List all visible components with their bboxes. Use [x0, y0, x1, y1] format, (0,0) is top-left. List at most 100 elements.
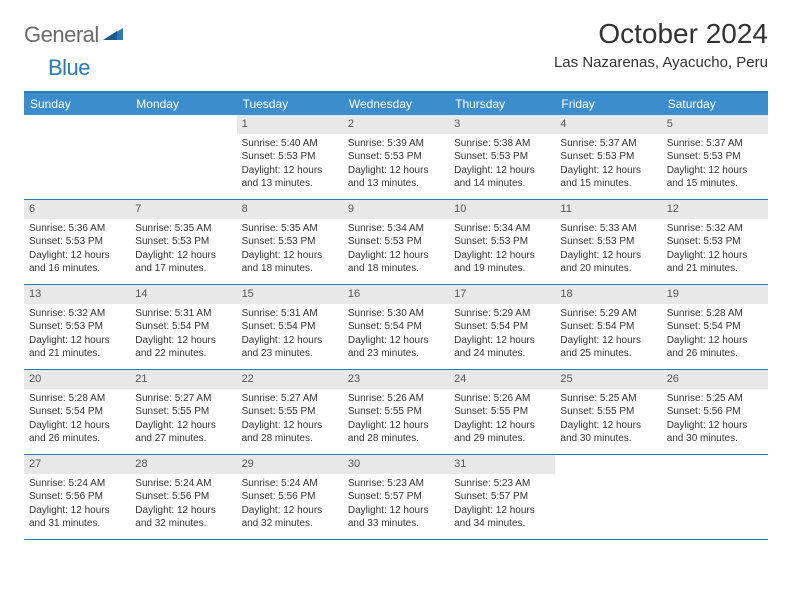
- sunrise-text: Sunrise: 5:34 AM: [454, 222, 550, 236]
- sunrise-text: Sunrise: 5:37 AM: [667, 137, 763, 151]
- sunrise-text: Sunrise: 5:29 AM: [454, 307, 550, 321]
- sunrise-text: Sunrise: 5:28 AM: [29, 392, 125, 406]
- dow-friday: Friday: [555, 93, 661, 115]
- day-cell: 24Sunrise: 5:26 AMSunset: 5:55 PMDayligh…: [449, 370, 555, 454]
- daylight-text: Daylight: 12 hours and 16 minutes.: [29, 249, 125, 276]
- day-cell: 30Sunrise: 5:23 AMSunset: 5:57 PMDayligh…: [343, 455, 449, 539]
- day-cell: [555, 455, 661, 539]
- day-cell: 25Sunrise: 5:25 AMSunset: 5:55 PMDayligh…: [555, 370, 661, 454]
- daylight-text: Daylight: 12 hours and 30 minutes.: [560, 419, 656, 446]
- daylight-text: Daylight: 12 hours and 29 minutes.: [454, 419, 550, 446]
- sunrise-text: Sunrise: 5:36 AM: [29, 222, 125, 236]
- day-body: Sunrise: 5:24 AMSunset: 5:56 PMDaylight:…: [237, 474, 343, 537]
- dow-thursday: Thursday: [449, 93, 555, 115]
- sunrise-text: Sunrise: 5:32 AM: [667, 222, 763, 236]
- sunset-text: Sunset: 5:54 PM: [135, 320, 231, 334]
- day-number: 22: [237, 370, 343, 389]
- day-number: 26: [662, 370, 768, 389]
- sunset-text: Sunset: 5:55 PM: [135, 405, 231, 419]
- sunset-text: Sunset: 5:53 PM: [29, 320, 125, 334]
- day-body: Sunrise: 5:23 AMSunset: 5:57 PMDaylight:…: [449, 474, 555, 537]
- daylight-text: Daylight: 12 hours and 15 minutes.: [667, 164, 763, 191]
- sunset-text: Sunset: 5:56 PM: [242, 490, 338, 504]
- sunset-text: Sunset: 5:54 PM: [454, 320, 550, 334]
- day-cell: 22Sunrise: 5:27 AMSunset: 5:55 PMDayligh…: [237, 370, 343, 454]
- day-cell: 23Sunrise: 5:26 AMSunset: 5:55 PMDayligh…: [343, 370, 449, 454]
- daylight-text: Daylight: 12 hours and 22 minutes.: [135, 334, 231, 361]
- daylight-text: Daylight: 12 hours and 25 minutes.: [560, 334, 656, 361]
- dow-tuesday: Tuesday: [237, 93, 343, 115]
- sunset-text: Sunset: 5:53 PM: [29, 235, 125, 249]
- sunrise-text: Sunrise: 5:31 AM: [242, 307, 338, 321]
- daylight-text: Daylight: 12 hours and 34 minutes.: [454, 504, 550, 531]
- sunset-text: Sunset: 5:56 PM: [667, 405, 763, 419]
- daylight-text: Daylight: 12 hours and 32 minutes.: [135, 504, 231, 531]
- day-body: Sunrise: 5:35 AMSunset: 5:53 PMDaylight:…: [237, 219, 343, 282]
- location-text: Las Nazarenas, Ayacucho, Peru: [554, 54, 768, 71]
- day-number: 30: [343, 455, 449, 474]
- sunset-text: Sunset: 5:55 PM: [560, 405, 656, 419]
- sunset-text: Sunset: 5:54 PM: [242, 320, 338, 334]
- dow-header-row: Sunday Monday Tuesday Wednesday Thursday…: [24, 93, 768, 115]
- sunrise-text: Sunrise: 5:27 AM: [135, 392, 231, 406]
- sunrise-text: Sunrise: 5:39 AM: [348, 137, 444, 151]
- day-body: Sunrise: 5:24 AMSunset: 5:56 PMDaylight:…: [130, 474, 236, 537]
- day-number: 11: [555, 200, 661, 219]
- day-cell: 19Sunrise: 5:28 AMSunset: 5:54 PMDayligh…: [662, 285, 768, 369]
- daylight-text: Daylight: 12 hours and 31 minutes.: [29, 504, 125, 531]
- day-body: Sunrise: 5:31 AMSunset: 5:54 PMDaylight:…: [237, 304, 343, 367]
- logo-text-general: General: [24, 22, 99, 48]
- day-body: Sunrise: 5:37 AMSunset: 5:53 PMDaylight:…: [555, 134, 661, 197]
- dow-monday: Monday: [130, 93, 236, 115]
- day-body: Sunrise: 5:27 AMSunset: 5:55 PMDaylight:…: [130, 389, 236, 452]
- sunrise-text: Sunrise: 5:28 AM: [667, 307, 763, 321]
- week-row: 20Sunrise: 5:28 AMSunset: 5:54 PMDayligh…: [24, 370, 768, 455]
- day-body: Sunrise: 5:34 AMSunset: 5:53 PMDaylight:…: [343, 219, 449, 282]
- sunrise-text: Sunrise: 5:25 AM: [667, 392, 763, 406]
- day-body: Sunrise: 5:27 AMSunset: 5:55 PMDaylight:…: [237, 389, 343, 452]
- day-number: 24: [449, 370, 555, 389]
- sunset-text: Sunset: 5:55 PM: [348, 405, 444, 419]
- day-cell: 27Sunrise: 5:24 AMSunset: 5:56 PMDayligh…: [24, 455, 130, 539]
- sunset-text: Sunset: 5:53 PM: [348, 150, 444, 164]
- title-block: October 2024 Las Nazarenas, Ayacucho, Pe…: [554, 18, 768, 71]
- daylight-text: Daylight: 12 hours and 32 minutes.: [242, 504, 338, 531]
- daylight-text: Daylight: 12 hours and 28 minutes.: [242, 419, 338, 446]
- day-body: Sunrise: 5:32 AMSunset: 5:53 PMDaylight:…: [662, 219, 768, 282]
- day-number: 2: [343, 115, 449, 134]
- sunrise-text: Sunrise: 5:29 AM: [560, 307, 656, 321]
- day-cell: 3 Sunrise: 5:38 AMSunset: 5:53 PMDaylight…: [449, 115, 555, 199]
- day-cell: 16Sunrise: 5:30 AMSunset: 5:54 PMDayligh…: [343, 285, 449, 369]
- sunrise-text: Sunrise: 5:37 AM: [560, 137, 656, 151]
- day-number: 14: [130, 285, 236, 304]
- day-body: Sunrise: 5:26 AMSunset: 5:55 PMDaylight:…: [343, 389, 449, 452]
- daylight-text: Daylight: 12 hours and 14 minutes.: [454, 164, 550, 191]
- day-number: 16: [343, 285, 449, 304]
- sunset-text: Sunset: 5:57 PM: [454, 490, 550, 504]
- daylight-text: Daylight: 12 hours and 15 minutes.: [560, 164, 656, 191]
- sunrise-text: Sunrise: 5:38 AM: [454, 137, 550, 151]
- day-number: 3: [449, 115, 555, 134]
- daylight-text: Daylight: 12 hours and 26 minutes.: [29, 419, 125, 446]
- sunrise-text: Sunrise: 5:40 AM: [242, 137, 338, 151]
- sunrise-text: Sunrise: 5:32 AM: [29, 307, 125, 321]
- sunrise-text: Sunrise: 5:26 AM: [454, 392, 550, 406]
- sunset-text: Sunset: 5:53 PM: [560, 150, 656, 164]
- calendar-page: General October 2024 Las Nazarenas, Ayac…: [0, 0, 792, 558]
- sunset-text: Sunset: 5:53 PM: [242, 150, 338, 164]
- sunrise-text: Sunrise: 5:24 AM: [242, 477, 338, 491]
- calendar-grid: Sunday Monday Tuesday Wednesday Thursday…: [24, 91, 768, 540]
- sunset-text: Sunset: 5:56 PM: [29, 490, 125, 504]
- day-cell: 26Sunrise: 5:25 AMSunset: 5:56 PMDayligh…: [662, 370, 768, 454]
- day-body: Sunrise: 5:29 AMSunset: 5:54 PMDaylight:…: [449, 304, 555, 367]
- day-number: 7: [130, 200, 236, 219]
- daylight-text: Daylight: 12 hours and 24 minutes.: [454, 334, 550, 361]
- day-body: Sunrise: 5:40 AMSunset: 5:53 PMDaylight:…: [237, 134, 343, 197]
- daylight-text: Daylight: 12 hours and 21 minutes.: [29, 334, 125, 361]
- sunrise-text: Sunrise: 5:30 AM: [348, 307, 444, 321]
- sunrise-text: Sunrise: 5:26 AM: [348, 392, 444, 406]
- sunrise-text: Sunrise: 5:31 AM: [135, 307, 231, 321]
- sunset-text: Sunset: 5:53 PM: [348, 235, 444, 249]
- day-body: Sunrise: 5:25 AMSunset: 5:56 PMDaylight:…: [662, 389, 768, 452]
- sunset-text: Sunset: 5:53 PM: [454, 150, 550, 164]
